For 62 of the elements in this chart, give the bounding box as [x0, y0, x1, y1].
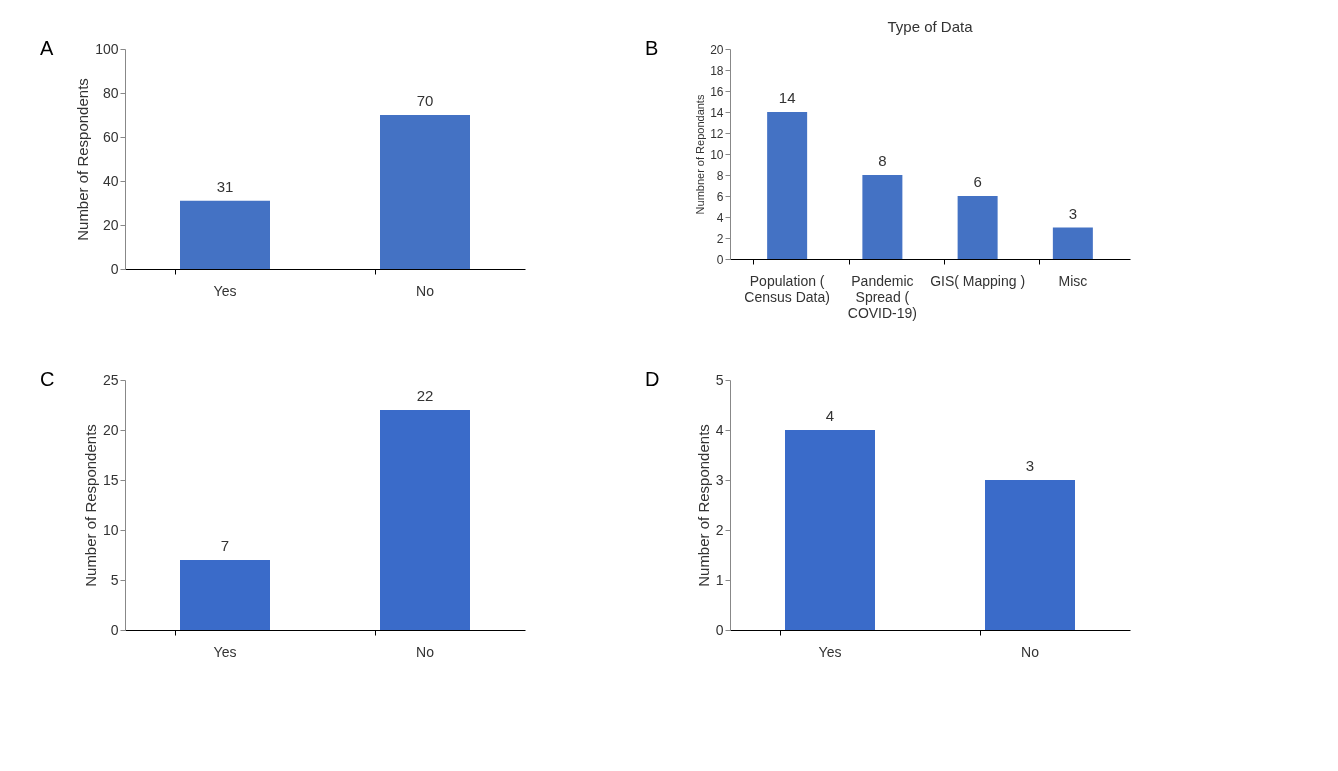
y-tick-label: 4	[716, 210, 724, 225]
y-tick-label: 20	[102, 216, 119, 233]
x-tick-label: Misc	[1058, 272, 1088, 289]
y-tick-label: 4	[715, 421, 724, 438]
data-label: 31	[216, 177, 234, 195]
y-tick-label: 25	[102, 371, 119, 388]
y-tick-label: 5	[715, 371, 724, 388]
bar	[1052, 227, 1093, 259]
bar	[767, 112, 808, 259]
x-tick-label: GIS( Mapping )	[930, 272, 1026, 289]
y-axis-title: Number of Respondents	[694, 424, 712, 587]
text: D	[645, 368, 660, 390]
y-tick-label: 1	[715, 571, 724, 588]
data-label: 6	[973, 173, 982, 190]
data-label: 3	[1068, 204, 1078, 222]
y-tick-label: 0	[715, 621, 724, 638]
x-tick-label: No	[1021, 643, 1040, 660]
y-tick-label: 2	[716, 231, 724, 246]
y-tick-label: 3	[715, 471, 724, 488]
y-tick-label: 5	[110, 571, 119, 588]
y-tick-label: 6	[716, 189, 724, 204]
data-label: 3	[1025, 457, 1035, 474]
data-label: 22	[416, 387, 434, 404]
data-label: 70	[416, 92, 434, 109]
x-tick-label: Yes	[213, 282, 237, 299]
x-tick-label: Population ( Census Data)	[744, 272, 830, 305]
y-tick-label: 12	[710, 126, 724, 141]
y-tick-label: 2	[715, 521, 724, 538]
y-tick-label: 15	[102, 471, 119, 488]
data-label: 14	[778, 89, 796, 106]
x-tick-label: Yes	[213, 643, 237, 660]
y-axis-title: Number of Respondents	[81, 424, 99, 587]
data-label: 7	[220, 537, 230, 554]
y-tick-label: 18	[710, 63, 724, 78]
y-tick-label: 80	[102, 84, 119, 101]
text: B	[645, 37, 659, 59]
x-tick-label: Pandemic Spread ( COVID-19)	[847, 272, 917, 321]
y-tick-label: 0	[110, 621, 119, 638]
y-tick-label: 20	[710, 42, 724, 57]
y-tick-label: 0	[716, 252, 724, 267]
y-tick-label: 100	[95, 40, 119, 57]
y-tick-label: 8	[716, 168, 724, 183]
y-tick-label: 0	[110, 260, 119, 277]
y-tick-label: 10	[710, 147, 724, 162]
y-tick-label: 14	[710, 105, 724, 120]
y-axis-title: Number of Respondents	[74, 78, 92, 241]
data-label: 4	[825, 407, 835, 424]
text: C	[40, 368, 55, 390]
y-tick-label: 20	[102, 421, 119, 438]
y-tick-label: 16	[710, 84, 724, 99]
y-tick-label: 10	[102, 521, 119, 538]
bar	[862, 175, 903, 259]
x-tick-label: Yes	[818, 643, 842, 660]
chart-title: Type of Data	[887, 18, 974, 35]
data-label: 8	[878, 152, 887, 169]
y-tick-label: 40	[102, 172, 119, 189]
text: A	[40, 37, 54, 59]
y-axis-title: Numbner of Repondants	[694, 94, 707, 215]
y-tick-label: 60	[102, 128, 119, 145]
bar	[957, 196, 998, 259]
x-tick-label: No	[416, 282, 435, 299]
x-tick-label: No	[416, 643, 435, 660]
